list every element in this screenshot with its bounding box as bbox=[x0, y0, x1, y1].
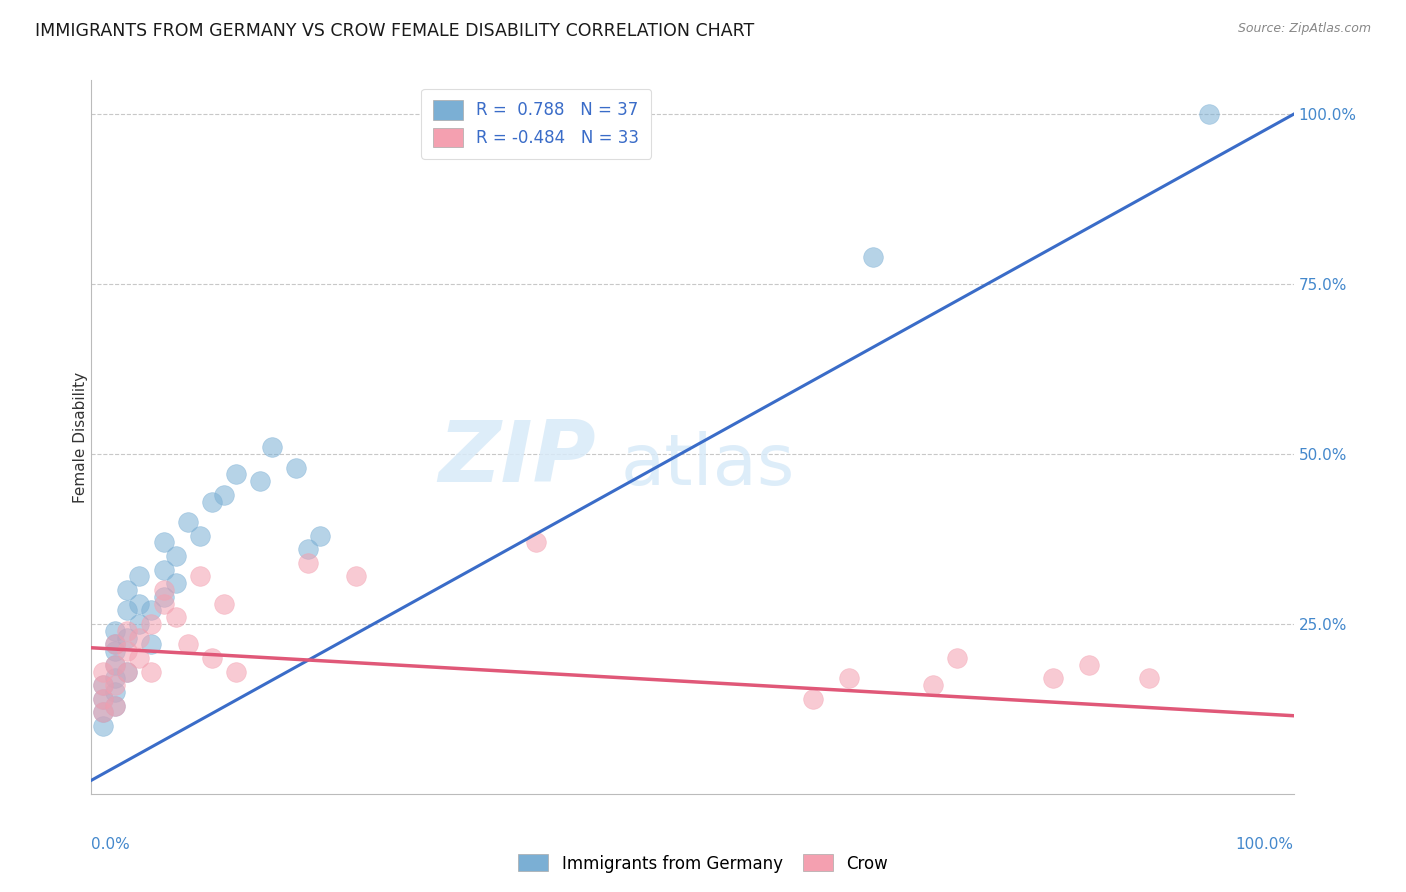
Point bbox=[117, 582, 139, 597]
Text: 0.0%: 0.0% bbox=[91, 837, 131, 852]
Text: IMMIGRANTS FROM GERMANY VS CROW FEMALE DISABILITY CORRELATION CHART: IMMIGRANTS FROM GERMANY VS CROW FEMALE D… bbox=[35, 22, 755, 40]
Text: atlas: atlas bbox=[620, 431, 794, 500]
Point bbox=[117, 644, 139, 658]
Point bbox=[93, 706, 115, 720]
Point bbox=[176, 515, 198, 529]
Point bbox=[344, 569, 367, 583]
Point bbox=[117, 665, 139, 679]
Point bbox=[1137, 671, 1160, 685]
Point bbox=[104, 685, 127, 699]
Point bbox=[225, 467, 247, 482]
Point bbox=[104, 657, 127, 672]
Point bbox=[93, 678, 115, 692]
Point bbox=[297, 542, 319, 557]
Point bbox=[212, 488, 235, 502]
Point bbox=[141, 637, 163, 651]
Point bbox=[128, 569, 150, 583]
Point bbox=[152, 563, 174, 577]
Point bbox=[165, 549, 187, 563]
Point bbox=[152, 590, 174, 604]
Point bbox=[225, 665, 247, 679]
Point bbox=[104, 698, 127, 713]
Point bbox=[141, 617, 163, 632]
Point bbox=[188, 528, 211, 542]
Point bbox=[117, 603, 139, 617]
Point bbox=[201, 651, 224, 665]
Point bbox=[128, 617, 150, 632]
Point bbox=[141, 665, 163, 679]
Point bbox=[165, 576, 187, 591]
Point bbox=[260, 440, 283, 454]
Point bbox=[524, 535, 547, 549]
Point bbox=[201, 494, 224, 508]
Point bbox=[128, 597, 150, 611]
Point bbox=[141, 603, 163, 617]
Point bbox=[152, 535, 174, 549]
Point bbox=[104, 698, 127, 713]
Point bbox=[117, 631, 139, 645]
Point bbox=[152, 597, 174, 611]
Point bbox=[284, 460, 307, 475]
Point bbox=[838, 671, 860, 685]
Point bbox=[104, 644, 127, 658]
Point bbox=[93, 678, 115, 692]
Text: ZIP: ZIP bbox=[439, 417, 596, 500]
Point bbox=[104, 657, 127, 672]
Point bbox=[1078, 657, 1101, 672]
Point bbox=[104, 637, 127, 651]
Point bbox=[176, 637, 198, 651]
Point bbox=[297, 556, 319, 570]
Point bbox=[801, 691, 824, 706]
Point bbox=[152, 582, 174, 597]
Point bbox=[922, 678, 945, 692]
Point bbox=[93, 691, 115, 706]
Point bbox=[128, 651, 150, 665]
Y-axis label: Female Disability: Female Disability bbox=[73, 371, 87, 503]
Legend: R =  0.788   N = 37, R = -0.484   N = 33: R = 0.788 N = 37, R = -0.484 N = 33 bbox=[422, 88, 651, 159]
Point bbox=[1042, 671, 1064, 685]
Point bbox=[93, 691, 115, 706]
Point bbox=[946, 651, 969, 665]
Point bbox=[104, 637, 127, 651]
Point bbox=[117, 624, 139, 638]
Point bbox=[1198, 107, 1220, 121]
Point bbox=[128, 631, 150, 645]
Point bbox=[104, 678, 127, 692]
Text: 100.0%: 100.0% bbox=[1236, 837, 1294, 852]
Point bbox=[104, 671, 127, 685]
Point bbox=[93, 719, 115, 733]
Point bbox=[117, 665, 139, 679]
Point bbox=[188, 569, 211, 583]
Point bbox=[249, 475, 271, 489]
Point bbox=[104, 624, 127, 638]
Point bbox=[165, 610, 187, 624]
Legend: Immigrants from Germany, Crow: Immigrants from Germany, Crow bbox=[512, 847, 894, 880]
Point bbox=[212, 597, 235, 611]
Point bbox=[93, 706, 115, 720]
Point bbox=[93, 665, 115, 679]
Text: Source: ZipAtlas.com: Source: ZipAtlas.com bbox=[1237, 22, 1371, 36]
Point bbox=[308, 528, 330, 542]
Point bbox=[862, 250, 884, 264]
